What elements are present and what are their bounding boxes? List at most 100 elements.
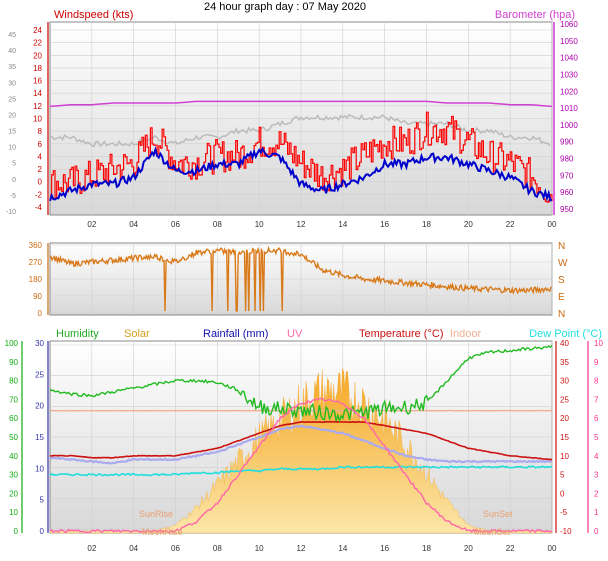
legend-barometer: Barometer (hpa) <box>495 9 575 21</box>
y-tick-outer: 45 <box>8 32 16 39</box>
y-tick-outer: -10 <box>6 209 16 216</box>
y-tick-barometer: 980 <box>560 155 574 164</box>
legend-temperature: Temperature (°C) <box>359 328 443 340</box>
y-tick-windspeed: 22 <box>33 39 42 48</box>
legend-dewpoint: Dew Point (°C) <box>529 328 602 340</box>
graph-title: 24 hour graph day : 07 May 2020 <box>204 1 366 13</box>
y-tick-outer: 10 <box>8 145 16 152</box>
y-tick-humidity: 60 <box>9 414 18 423</box>
y-tick-windspeed: 14 <box>33 89 42 98</box>
y-tick-temperature: 10 <box>560 452 569 461</box>
y-tick-windspeed: 2 <box>38 165 43 174</box>
y-tick-winddir: 180 <box>29 275 43 284</box>
y-tick-temperature: 25 <box>560 395 569 404</box>
x-tick-panel1: 12 <box>297 220 306 229</box>
y-tick-outer: 25 <box>8 96 16 103</box>
y-tick-winddir: 360 <box>29 241 43 250</box>
annotation-sunset: SunSet <box>483 509 513 519</box>
y-tick-outer: 30 <box>8 80 16 87</box>
y-tick-temperature: 35 <box>560 358 569 367</box>
annotation-moonrise: MoonRise <box>142 527 183 537</box>
y-tick-barometer: 1060 <box>560 20 578 29</box>
x-tick-panel1: 20 <box>464 220 473 229</box>
x-tick-panel1: 04 <box>129 220 138 229</box>
y-tick-solar: 0 <box>40 527 45 536</box>
y-tick-compass: S <box>558 275 565 286</box>
y-tick-humidity: 0 <box>14 527 19 536</box>
y-tick-compass: N <box>558 241 565 252</box>
y-tick-windspeed: 8 <box>38 127 43 136</box>
x-tick-panel3: 00 <box>548 544 557 553</box>
y-tick-winddir: 0 <box>38 309 43 318</box>
series-line-temperature <box>49 420 553 461</box>
y-tick-uv: 8 <box>594 377 599 386</box>
y-tick-humidity: 70 <box>9 395 18 404</box>
y-tick-uv: 3 <box>594 471 599 480</box>
y-tick-barometer: 1020 <box>560 87 578 96</box>
y-tick-barometer: 1050 <box>560 37 578 46</box>
y-tick-windspeed: 4 <box>38 152 43 161</box>
y-tick-windspeed: 16 <box>33 77 42 86</box>
y-tick-uv: 2 <box>594 489 599 498</box>
y-tick-windspeed: 6 <box>38 140 43 149</box>
x-tick-panel3: 18 <box>422 544 431 553</box>
x-tick-panel1: 22 <box>506 220 515 229</box>
temp-legend: Humidity Solar Rainfall (mm) UV Temperat… <box>56 328 602 340</box>
y-tick-barometer: 950 <box>560 205 574 214</box>
series-line-grey <box>49 113 551 148</box>
x-tick-panel3: 10 <box>255 544 264 553</box>
x-tick-panel3: 14 <box>338 544 347 553</box>
y-tick-outer: 5 <box>12 161 16 168</box>
y-tick-compass: W <box>558 258 568 269</box>
y-tick-windspeed: 12 <box>33 102 42 111</box>
x-tick-panel1: 00 <box>548 220 557 229</box>
annotation-moonset: MoonSet <box>474 527 511 537</box>
y-tick-humidity: 80 <box>9 377 18 386</box>
y-tick-winddir: 270 <box>29 258 43 267</box>
y-tick-outer: 40 <box>8 48 16 55</box>
y-tick-solar: 20 <box>35 402 44 411</box>
y-tick-compass: N <box>558 309 565 320</box>
legend-uv: UV <box>287 328 303 340</box>
legend-rainfall: Rainfall (mm) <box>203 328 268 340</box>
y-tick-humidity: 40 <box>9 452 18 461</box>
y-tick-uv: 10 <box>594 339 603 348</box>
sun-moon-annotations: SunRise SunSet MoonRise MoonSet <box>139 509 513 537</box>
y-tick-outer: -5 <box>10 193 16 200</box>
y-tick-humidity: 10 <box>9 508 18 517</box>
y-tick-solar: 10 <box>35 464 44 473</box>
x-tick-panel1: 18 <box>422 220 431 229</box>
x-tick-panel1: 16 <box>380 220 389 229</box>
x-tick-panel1: 08 <box>213 220 222 229</box>
legend-solar: Solar <box>124 328 150 340</box>
legend-indoor: Indoor <box>450 328 482 340</box>
y-tick-uv: 6 <box>594 414 599 423</box>
y-tick-solar: 15 <box>35 433 44 442</box>
y-tick-solar: 25 <box>35 370 44 379</box>
series-line-barometer <box>49 100 553 108</box>
legend-windspeed: Windspeed (kts) <box>54 9 133 21</box>
y-tick-windspeed: -4 <box>35 203 43 212</box>
y-tick-windspeed: 0 <box>38 178 43 187</box>
y-tick-temperature: 0 <box>560 489 565 498</box>
y-tick-compass: E <box>558 292 565 303</box>
y-tick-windspeed: 18 <box>33 64 42 73</box>
y-tick-barometer: 1000 <box>560 121 578 130</box>
y-tick-temperature: 40 <box>560 339 569 348</box>
y-tick-windspeed: 24 <box>33 26 42 35</box>
series-line-winddir <box>49 245 552 312</box>
y-tick-barometer: 1040 <box>560 54 578 63</box>
y-tick-outer: 15 <box>8 129 16 136</box>
y-tick-barometer: 1010 <box>560 104 578 113</box>
y-tick-outer: 20 <box>8 112 16 119</box>
series-line-dewpoint <box>49 465 553 477</box>
y-tick-temperature: 30 <box>560 377 569 386</box>
y-tick-barometer: 970 <box>560 171 574 180</box>
x-tick-panel3: 06 <box>171 544 180 553</box>
y-tick-solar: 5 <box>40 496 45 505</box>
y-tick-uv: 9 <box>594 358 599 367</box>
x-tick-panel1: 02 <box>87 220 96 229</box>
temp-panel: 1009080706050403020100302520151050403530… <box>5 328 604 537</box>
x-tick-panel3: 12 <box>297 544 306 553</box>
